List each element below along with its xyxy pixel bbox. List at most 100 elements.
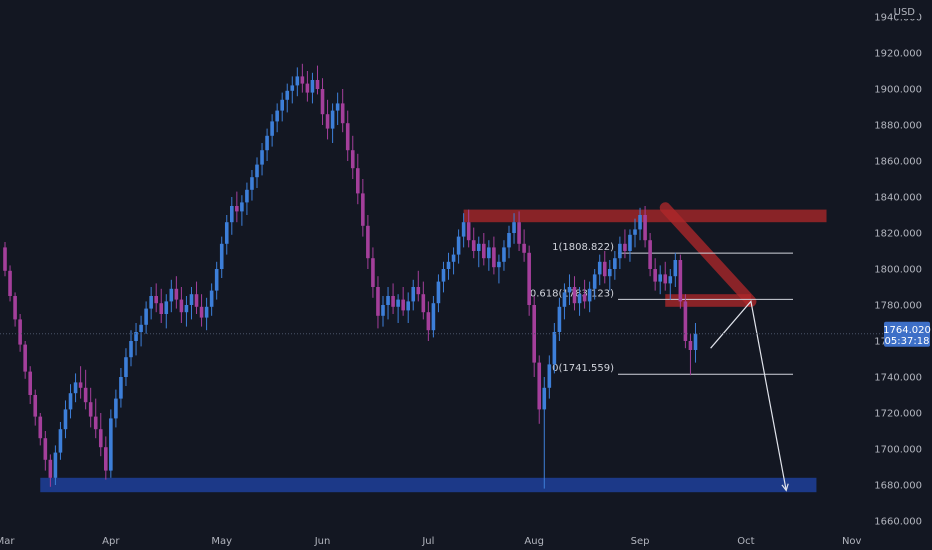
candle[interactable]: [43, 431, 48, 471]
candle[interactable]: [53, 445, 58, 485]
candle[interactable]: [114, 389, 118, 428]
candle[interactable]: [13, 292, 17, 327]
candle[interactable]: [240, 195, 244, 226]
candle[interactable]: [129, 330, 133, 367]
candle[interactable]: [179, 287, 184, 323]
candle[interactable]: [164, 294, 169, 329]
candle[interactable]: [507, 225, 511, 259]
time-axis[interactable]: Mar Apr May Jun Jul Aug Sep Oct Nov: [0, 536, 862, 547]
candle[interactable]: [33, 389, 38, 426]
candle[interactable]: [567, 274, 572, 305]
candle[interactable]: [88, 387, 93, 428]
candle[interactable]: [608, 260, 612, 291]
candle[interactable]: [270, 114, 274, 147]
candle[interactable]: [668, 269, 673, 300]
candle[interactable]: [68, 384, 73, 419]
support-zone[interactable]: [40, 477, 817, 493]
candle[interactable]: [189, 287, 194, 320]
candle[interactable]: [487, 240, 491, 271]
candle[interactable]: [693, 323, 698, 363]
candle[interactable]: [8, 265, 12, 302]
candle[interactable]: [497, 254, 501, 284]
candle[interactable]: [184, 296, 189, 327]
candle[interactable]: [63, 400, 68, 439]
candle[interactable]: [431, 296, 436, 338]
candle[interactable]: [295, 67, 300, 97]
candle[interactable]: [476, 236, 481, 268]
candle[interactable]: [688, 333, 693, 376]
candle[interactable]: [663, 261, 668, 291]
candle[interactable]: [3, 242, 7, 277]
candle[interactable]: [547, 355, 552, 399]
candle[interactable]: [214, 261, 219, 300]
candle[interactable]: [648, 233, 652, 277]
candle[interactable]: [618, 236, 622, 269]
candle[interactable]: [542, 377, 547, 489]
candle[interactable]: [421, 281, 426, 320]
candle[interactable]: [265, 128, 269, 161]
candle[interactable]: [371, 247, 375, 298]
candle[interactable]: [522, 229, 526, 262]
candle[interactable]: [93, 398, 98, 439]
candle[interactable]: [139, 315, 143, 347]
candle[interactable]: [512, 213, 516, 244]
candle[interactable]: [562, 283, 567, 320]
candle[interactable]: [653, 258, 657, 291]
candle[interactable]: [406, 292, 410, 323]
candle[interactable]: [623, 229, 627, 259]
candle[interactable]: [144, 301, 148, 334]
projection-path[interactable]: [710, 300, 787, 491]
candle[interactable]: [461, 213, 466, 248]
candle[interactable]: [310, 72, 315, 104]
candle[interactable]: [517, 211, 521, 251]
candle[interactable]: [83, 369, 88, 410]
candle[interactable]: [572, 276, 577, 311]
candle[interactable]: [492, 236, 496, 275]
candle[interactable]: [350, 135, 355, 179]
candle[interactable]: [23, 341, 27, 379]
candle[interactable]: [638, 207, 642, 241]
candle[interactable]: [300, 63, 305, 93]
candle[interactable]: [250, 170, 254, 201]
currency-label[interactable]: USD: [894, 7, 916, 18]
candle[interactable]: [48, 454, 53, 487]
candle[interactable]: [305, 71, 310, 102]
candle[interactable]: [441, 261, 446, 293]
descending-trendline[interactable]: [659, 202, 757, 307]
candle[interactable]: [592, 269, 597, 300]
candle[interactable]: [396, 294, 400, 323]
candle[interactable]: [124, 348, 128, 386]
candle[interactable]: [527, 245, 531, 316]
candle[interactable]: [391, 283, 395, 314]
candle[interactable]: [376, 276, 380, 329]
candle[interactable]: [320, 78, 325, 125]
candle[interactable]: [643, 206, 647, 248]
candle[interactable]: [325, 99, 330, 140]
candle[interactable]: [356, 153, 360, 205]
candle[interactable]: [149, 287, 153, 320]
candle[interactable]: [18, 314, 22, 352]
candle[interactable]: [330, 103, 335, 143]
candle[interactable]: [557, 297, 562, 341]
candle[interactable]: [673, 252, 678, 287]
candle[interactable]: [134, 323, 138, 356]
candle[interactable]: [597, 254, 602, 286]
candle[interactable]: [38, 413, 43, 446]
candle[interactable]: [381, 296, 385, 327]
candle[interactable]: [366, 215, 370, 269]
candle[interactable]: [169, 279, 174, 313]
fibonacci-retracement[interactable]: 1(1808.822) 0.618(1783.123) 0(1741.559): [530, 242, 793, 375]
candle[interactable]: [28, 366, 32, 404]
candle[interactable]: [199, 294, 204, 327]
candle[interactable]: [315, 65, 320, 95]
candle[interactable]: [577, 287, 582, 316]
candle[interactable]: [58, 422, 63, 460]
candle[interactable]: [285, 83, 290, 113]
candle[interactable]: [194, 281, 199, 314]
candle[interactable]: [466, 209, 471, 248]
candle[interactable]: [174, 276, 179, 309]
candle[interactable]: [482, 233, 486, 266]
candle[interactable]: [552, 323, 557, 374]
candle[interactable]: [235, 191, 239, 223]
